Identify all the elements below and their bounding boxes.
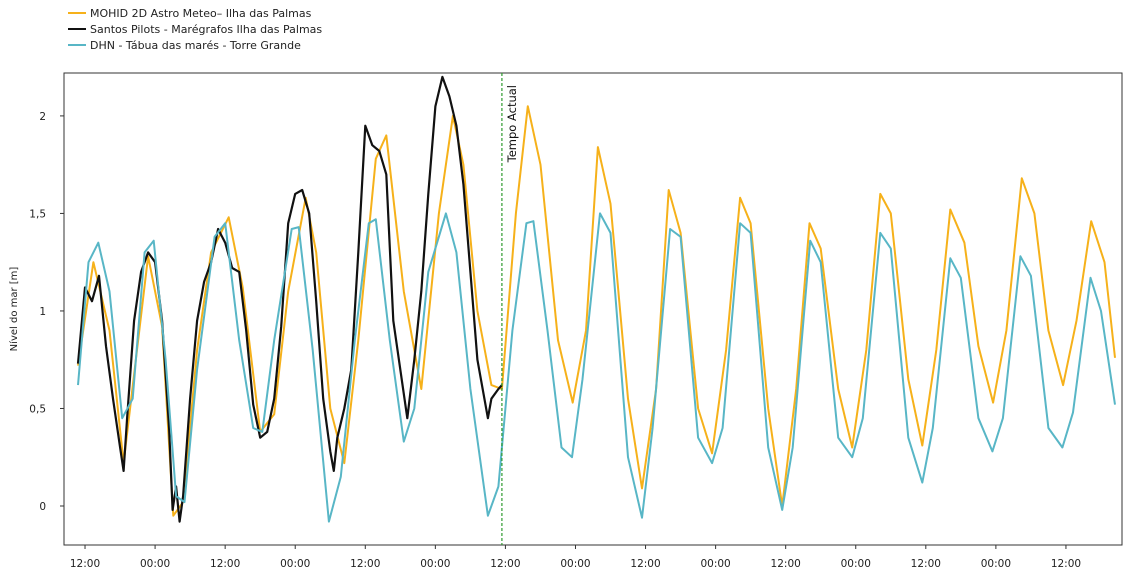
x-tick-label: 12:00 [1051, 558, 1081, 570]
legend-swatch [68, 28, 86, 30]
x-tick-label: 12:00 [490, 558, 520, 570]
x-tick-label: 12:00 [350, 558, 380, 570]
x-tick-label: 12:00 [771, 558, 801, 570]
legend-label: MOHID 2D Astro Meteo– Ilha das Palmas [90, 6, 312, 20]
x-tick-label: 00:00 [280, 558, 310, 570]
annotation-layer: Tempo Actual [501, 73, 519, 545]
y-tick-label: 0 [39, 501, 46, 513]
y-tick-label: 1,5 [29, 208, 46, 220]
current-time-label: Tempo Actual [505, 85, 519, 163]
y-axis-label: Nível do mar [m] [8, 267, 20, 352]
x-tick-label: 12:00 [630, 558, 660, 570]
x-tick-label: 00:00 [140, 558, 170, 570]
series-line-3 [77, 212, 1116, 523]
legend-item: DHN - Tábua das marés - Torre Grande [68, 37, 322, 53]
y-tick-label: 1 [39, 306, 46, 318]
y-tick-label: 2 [39, 111, 46, 123]
plot-frame [63, 72, 1123, 546]
legend-label: DHN - Tábua das marés - Torre Grande [90, 38, 301, 52]
legend-swatch [68, 44, 86, 46]
x-tick-label: 00:00 [841, 558, 871, 570]
x-tick-label: 12:00 [911, 558, 941, 570]
legend-item: Santos Pilots - Marégrafos Ilha das Palm… [68, 21, 322, 37]
legend-label: Santos Pilots - Marégrafos Ilha das Palm… [90, 22, 323, 36]
axes: 0 0,5 1 1,5 2 12:00 00:00 12:00 00:00 12:00 00:00 1… [8, 111, 1081, 570]
plot-area [63, 72, 1123, 546]
series-layer [76, 75, 1116, 523]
legend: MOHID 2D Astro Meteo– Ilha das Palmas Sa… [68, 5, 322, 53]
x-tick-label: 00:00 [700, 558, 730, 570]
x-tick-label: 00:00 [420, 558, 450, 570]
legend-item: MOHID 2D Astro Meteo– Ilha das Palmas [68, 5, 322, 21]
x-tick-label: 00:00 [981, 558, 1011, 570]
y-tick-label: 0,5 [29, 403, 46, 415]
legend-swatch [68, 12, 86, 14]
x-tick-label: 12:00 [70, 558, 100, 570]
x-tick-label: 12:00 [210, 558, 240, 570]
series-line-2 [76, 75, 503, 523]
x-tick-label: 00:00 [560, 558, 590, 570]
